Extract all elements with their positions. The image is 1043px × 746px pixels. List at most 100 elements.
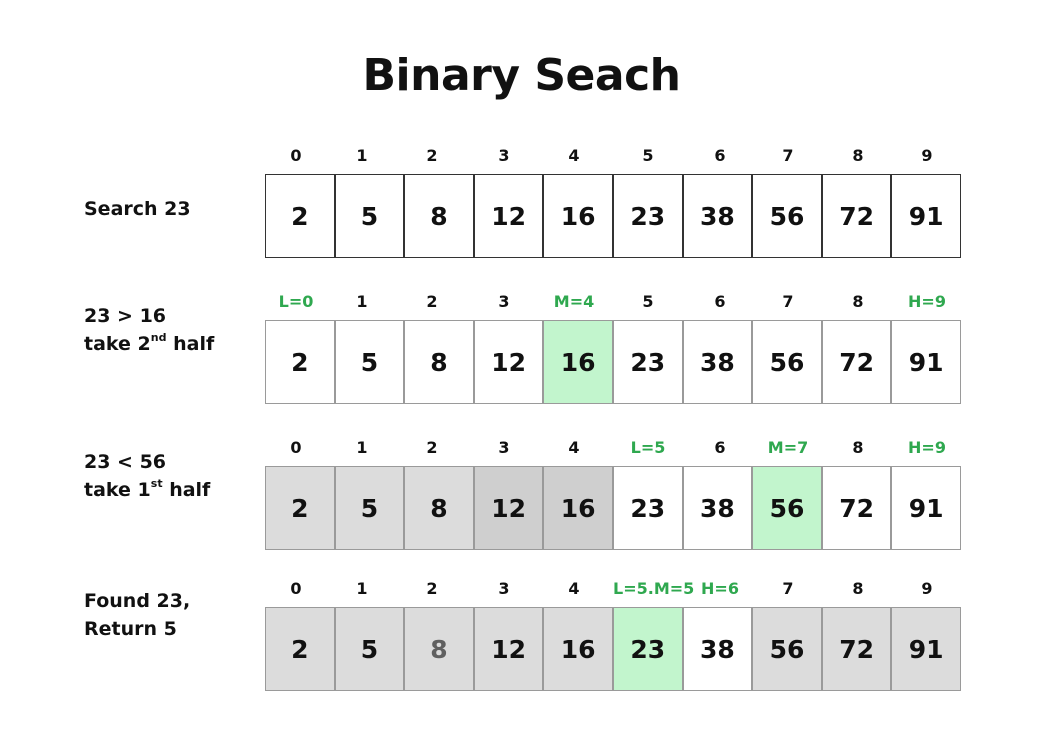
pointer-label: M=4 [553,292,595,311]
array-cell: 2 [265,174,335,258]
step-label-line: take 1st half [84,476,210,504]
search-step: Search 23 0 1 2 3 4 5 6 7 8 9 2 5 8 12 16 23 38 56 72 91 [0,144,1043,284]
step-label: 23 > 16 take 2nd half [84,302,214,358]
ordinal-suffix: nd [150,330,167,344]
index-label: 3 [498,438,510,457]
step-label-text: 23 > 16 [84,305,167,327]
array-row: 2 5 8 12 16 23 38 56 72 91 [265,466,961,550]
index-row: L=0 1 2 3 M=4 5 6 7 8 H=9 [265,290,961,314]
pointer-label: H=9 [908,438,946,457]
array-cell-excluded: 2 [265,466,335,550]
array-cell-excluded: 91 [891,607,961,691]
array-cell: 16 [543,174,613,258]
array-cell-excluded: 72 [821,607,892,691]
index-label: 6 [714,146,726,165]
search-step: Found 23, Return 5 0 1 2 3 4 L=5.M=5 H=6 7 8 9 2 5 8 12… [0,577,1043,717]
index-label: 1 [356,146,368,165]
array-cell: 56 [752,320,822,404]
array-cell: 56 [752,174,822,258]
step-label-text: Found 23, [84,590,191,612]
array-cell: 91 [891,174,961,258]
array-cell: 38 [682,174,753,258]
ordinal-suffix: st [150,476,163,490]
step-label-text: half [166,333,215,355]
array-cell-mid: 56 [752,466,822,550]
step-label-text: take 1 [84,479,151,501]
index-label: 6 [714,292,726,311]
step-label-line: take 2nd half [84,330,214,358]
pointer-label: H=9 [908,292,946,311]
index-label: 9 [921,146,933,165]
array-cell: 23 [613,320,683,404]
index-label: 8 [852,146,864,165]
array-cell: 91 [891,466,961,550]
index-row: 0 1 2 3 4 L=5 6 M=7 8 H=9 [265,436,961,460]
array-row: 2 5 8 12 16 23 38 56 72 91 [265,320,961,404]
array-cell: 23 [613,466,683,550]
array-cell-excluded: 12 [473,466,544,550]
step-label-text: Return 5 [84,618,177,640]
array-cell: 38 [682,607,753,691]
index-label: 1 [356,292,368,311]
step-label-line: 23 > 16 [84,302,214,330]
array-cell: 5 [334,174,405,258]
array-cell: 38 [682,466,753,550]
index-label: 6 [714,438,726,457]
array-cell-excluded: 56 [752,607,822,691]
index-label: 3 [498,146,510,165]
array-cell: 91 [891,320,961,404]
step-label-text: 23 < 56 [84,451,167,473]
index-label: 4 [568,579,580,598]
pointer-label: H=6 [701,579,739,598]
array-cell: 2 [265,320,335,404]
array-cell-excluded: 5 [334,466,405,550]
page-title: Binary Seach [362,50,681,101]
index-label: 5 [642,146,654,165]
pointer-label: L=5 [630,438,666,457]
index-row: 0 1 2 3 4 L=5.M=5 H=6 7 8 9 [265,577,961,601]
index-label: 0 [290,146,302,165]
pointer-label: L=5.M=5 [613,579,695,598]
index-label: 8 [852,292,864,311]
step-label-text: half [162,479,211,501]
index-label: 3 [498,292,510,311]
array-cell-excluded: 16 [543,607,613,691]
array-cell: 72 [821,174,892,258]
search-step: 23 > 16 take 2nd half L=0 1 2 3 M=4 5 6 7 8 H=9 2 5 8 1… [0,290,1043,430]
array-cell-excluded: 16 [543,466,613,550]
step-label: 23 < 56 take 1st half [84,448,210,504]
array-cell: 72 [821,320,892,404]
array-cell-excluded: 8 [404,607,474,691]
index-label: 4 [568,146,580,165]
array-cell: 8 [404,320,474,404]
step-label: Search 23 [84,195,191,223]
array-cell: 8 [404,174,474,258]
step-label-line: Return 5 [84,615,190,643]
index-label: 7 [782,146,794,165]
step-label-text: Search 23 [84,198,191,220]
index-label: 0 [290,438,302,457]
array-cell-excluded: 2 [265,607,335,691]
index-label: 8 [852,579,864,598]
array-row: 2 5 8 12 16 23 38 56 72 91 [265,607,961,691]
index-label: 2 [426,146,438,165]
index-label: 2 [426,438,438,457]
array-cell-excluded: 8 [404,466,474,550]
index-label: 7 [782,292,794,311]
array-cell: 23 [613,174,683,258]
index-label: 3 [498,579,510,598]
step-label-text: take 2 [84,333,151,355]
index-label: 1 [356,579,368,598]
search-step: 23 < 56 take 1st half 0 1 2 3 4 L=5 6 M=7 8 H=9 2 5 8 1… [0,436,1043,576]
array-cell-mid: 23 [613,607,683,691]
array-cell: 38 [682,320,753,404]
array-cell: 12 [473,174,544,258]
array-cell-excluded: 12 [473,607,544,691]
array-cell-excluded: 5 [334,607,405,691]
array-cell: 72 [821,466,892,550]
index-label: 7 [782,579,794,598]
array-cell-mid: 16 [543,320,613,404]
step-label: Found 23, Return 5 [84,587,190,643]
step-label-line: 23 < 56 [84,448,210,476]
array-cell: 12 [473,320,544,404]
